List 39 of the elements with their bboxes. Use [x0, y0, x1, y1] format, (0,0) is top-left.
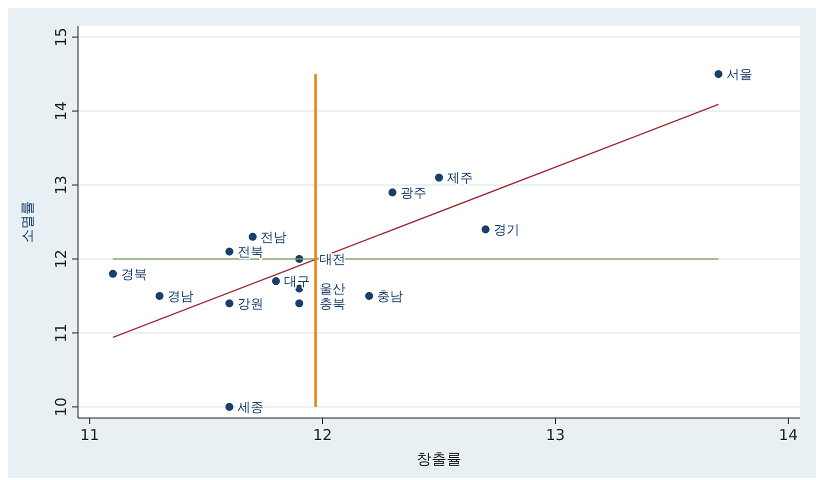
annotation: 광주	[400, 186, 426, 201]
annotation: 제주	[447, 171, 473, 186]
annotation: 충북	[320, 296, 346, 312]
annotation: 경기	[494, 222, 520, 238]
annotation: 대구	[284, 274, 310, 290]
y-tick-label: 12	[52, 249, 70, 269]
x-axis-title: 창출률	[416, 450, 462, 468]
point	[248, 232, 257, 241]
annotation: 충남	[377, 289, 404, 304]
point	[482, 225, 490, 234]
x-tick-label: 12	[313, 426, 332, 444]
x-tick-label: 13	[546, 426, 565, 444]
point	[388, 188, 396, 196]
y-tick-label: 14	[52, 102, 70, 121]
point	[225, 299, 234, 308]
annotation: 울산	[320, 282, 346, 298]
annotation: 경북	[120, 267, 147, 282]
annotation: 세종	[237, 400, 264, 416]
point	[295, 299, 304, 308]
point	[225, 248, 234, 256]
point	[108, 270, 117, 278]
x-tick-label: 14	[778, 426, 798, 444]
point	[156, 292, 164, 300]
point	[365, 292, 374, 300]
y-tick-label: 10	[52, 397, 70, 416]
annotation: 전북	[237, 245, 264, 260]
y-tick-label: 15	[52, 28, 70, 47]
y-tick-label: 11	[52, 323, 70, 342]
y-axis-title: 소멸률	[20, 201, 36, 243]
annotation: 서울	[726, 68, 752, 83]
x-tick-label: 11	[80, 426, 100, 444]
y-tick-label: 13	[52, 175, 70, 195]
annotation: 경남	[168, 289, 194, 304]
point	[225, 402, 234, 411]
annotation: 전남	[260, 230, 287, 246]
point	[435, 174, 443, 182]
point	[272, 277, 280, 286]
point	[714, 70, 722, 78]
annotation: 강원	[237, 296, 264, 312]
